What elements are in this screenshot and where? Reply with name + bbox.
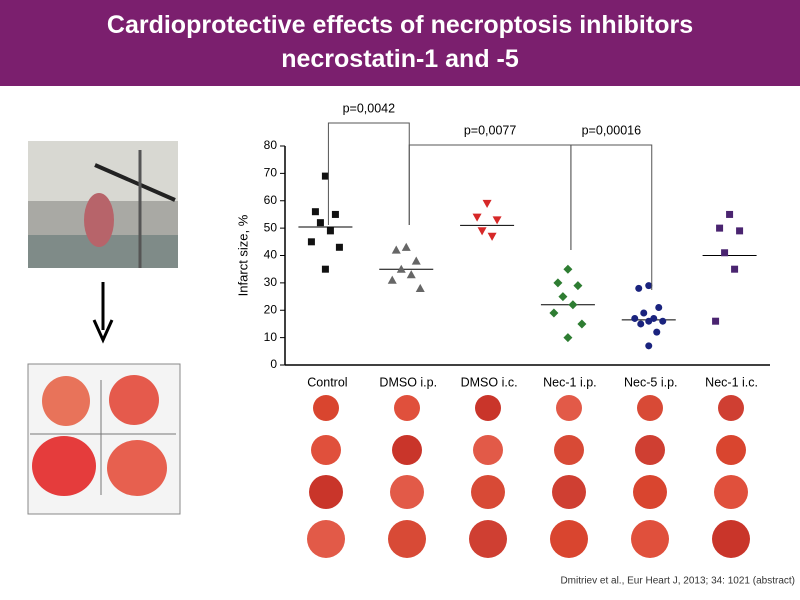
y-tick-label: 80: [264, 138, 278, 152]
y-tick-label: 50: [264, 220, 278, 234]
data-point: [406, 270, 416, 279]
data-point: [321, 172, 329, 180]
data-point: [653, 328, 661, 336]
slide-title: Cardioprotective effects of necroptosis …: [107, 11, 693, 73]
data-point: [487, 232, 497, 241]
data-point: [645, 317, 653, 325]
heart-slice: [552, 475, 586, 509]
data-point: [573, 281, 583, 291]
slice-grid: [307, 395, 750, 558]
data-point: [472, 213, 482, 222]
header: [0, 0, 800, 86]
data-point: [563, 333, 573, 343]
heart-slice: [390, 475, 424, 509]
data-point: [321, 265, 329, 273]
heart-slice: [716, 435, 746, 465]
x-tick-label: Nec-1 i.c.: [705, 375, 758, 389]
heart-slice: [718, 395, 744, 421]
data-point: [307, 238, 315, 246]
data-point: [568, 300, 578, 310]
heart-slice: [714, 475, 748, 509]
y-tick-label: 40: [264, 248, 278, 262]
y-tick-label: 20: [264, 302, 278, 316]
data-point: [655, 304, 663, 312]
y-tick-label: 70: [264, 166, 278, 180]
data-point: [411, 256, 421, 265]
heart-slice: [469, 520, 507, 558]
heart-slice: [309, 475, 343, 509]
data-point: [736, 227, 744, 235]
x-tick-label: DMSO i.c.: [461, 375, 518, 389]
data-point: [577, 319, 587, 329]
heart-slice: [475, 395, 501, 421]
data-point: [640, 309, 648, 317]
data-point: [726, 210, 734, 218]
data-point: [482, 199, 492, 208]
heart-slice: [394, 395, 420, 421]
x-tick-label: Nec-1 i.p.: [543, 375, 597, 389]
heart-slice: [307, 520, 345, 558]
data-point: [477, 227, 487, 236]
x-tick-label: Control: [307, 375, 347, 389]
data-point: [415, 283, 425, 292]
data-point: [558, 292, 568, 302]
heart-slice: [633, 475, 667, 509]
data-point: [326, 227, 334, 235]
down-arrow: [92, 282, 114, 344]
y-tick-label: 30: [264, 275, 278, 289]
heart-photo: [28, 141, 178, 268]
data-point: [492, 216, 502, 225]
data-point: [331, 210, 339, 218]
data-point: [635, 284, 643, 292]
data-point: [549, 308, 559, 318]
data-point: [659, 317, 667, 325]
data-point: [631, 314, 639, 322]
x-tick-label: DMSO i.p.: [379, 375, 437, 389]
heart-slice: [471, 475, 505, 509]
data-point: [396, 264, 406, 273]
data-point: [563, 264, 573, 274]
heart-slice: [554, 435, 584, 465]
bracket: [570, 144, 653, 290]
data-point: [391, 245, 401, 254]
heart-slices-photo: [27, 363, 181, 515]
heart-slice: [388, 520, 426, 558]
heart-slice: [550, 520, 588, 558]
data-point: [721, 249, 729, 257]
p-value: p=0,00016: [582, 123, 641, 137]
heart-slice: [311, 435, 341, 465]
data-point: [731, 265, 739, 273]
data-point: [645, 282, 653, 290]
data-point: [316, 219, 324, 227]
heart-slice: [392, 435, 422, 465]
data-point: [401, 242, 411, 251]
data-point: [387, 275, 397, 284]
data-point: [637, 320, 645, 328]
data-point: [335, 243, 343, 251]
heart-slice: [556, 395, 582, 421]
p-value: p=0,0042: [343, 101, 396, 115]
data-point: [311, 208, 319, 216]
data-point: [645, 342, 653, 350]
heart-slice: [635, 435, 665, 465]
p-value: p=0,0077: [464, 123, 517, 137]
heart-slice: [631, 520, 669, 558]
data-point: [712, 317, 720, 325]
heart-slice: [473, 435, 503, 465]
citation: Dmitriev et al., Eur Heart J, 2013; 34: …: [560, 576, 795, 587]
heart-slice: [712, 520, 750, 558]
y-tick-label: 10: [264, 330, 278, 344]
y-axis-label: Infarct size, %: [235, 214, 250, 296]
heart-slice: [637, 395, 663, 421]
heart-slice: [313, 395, 339, 421]
y-tick-label: 60: [264, 193, 278, 207]
y-tick-label: 0: [270, 357, 277, 371]
data-point: [716, 224, 724, 232]
data-point: [553, 278, 563, 288]
x-tick-label: Nec-5 i.p.: [624, 375, 678, 389]
